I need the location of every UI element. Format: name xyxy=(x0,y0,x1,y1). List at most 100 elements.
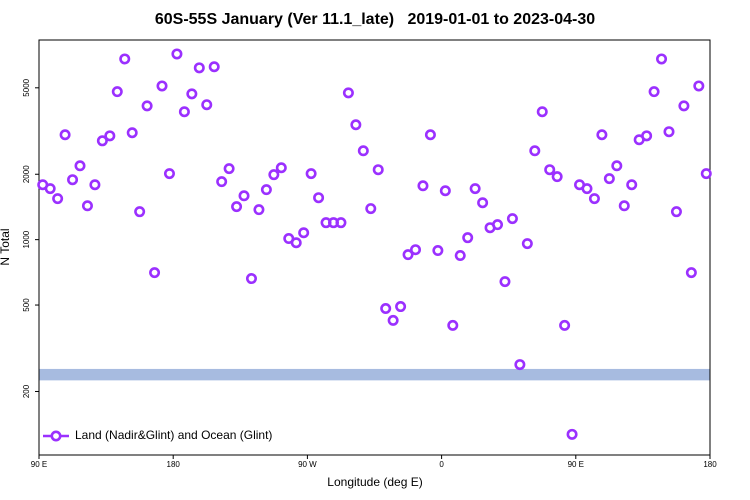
point xyxy=(417,180,429,192)
point xyxy=(454,250,466,262)
point xyxy=(387,314,399,326)
point xyxy=(357,145,369,157)
x-axis-label: Longitude (deg E) xyxy=(327,475,422,489)
point xyxy=(365,203,377,215)
point xyxy=(119,53,131,65)
legend-marker xyxy=(50,430,62,442)
y-tick-label: 2000 xyxy=(22,165,31,183)
point xyxy=(171,48,183,60)
point xyxy=(514,359,526,371)
point xyxy=(641,130,653,142)
point xyxy=(462,232,474,244)
point xyxy=(59,129,71,141)
point xyxy=(149,267,161,279)
point xyxy=(700,168,712,180)
point xyxy=(656,53,668,65)
point xyxy=(499,276,511,288)
plot-frame xyxy=(38,39,711,456)
point xyxy=(81,200,93,212)
point xyxy=(245,273,257,285)
point xyxy=(305,168,317,180)
point xyxy=(611,160,623,172)
point xyxy=(566,428,578,440)
point xyxy=(536,106,548,118)
x-tick-label: 0 xyxy=(439,460,444,469)
point xyxy=(178,106,190,118)
point xyxy=(67,174,79,186)
point xyxy=(208,61,220,73)
point xyxy=(678,100,690,112)
point xyxy=(260,184,272,196)
point xyxy=(685,267,697,279)
point xyxy=(469,183,481,195)
point xyxy=(223,163,235,175)
point xyxy=(618,200,630,212)
point xyxy=(521,238,533,250)
point xyxy=(141,100,153,112)
point xyxy=(529,145,541,157)
point xyxy=(111,86,123,98)
point xyxy=(551,171,563,183)
point xyxy=(313,192,325,204)
point xyxy=(193,62,205,74)
point xyxy=(96,135,108,147)
x-tick-label: 90 E xyxy=(568,460,584,469)
point xyxy=(395,301,407,313)
point xyxy=(74,160,86,172)
x-tick-label: 180 xyxy=(167,460,181,469)
point xyxy=(693,80,705,92)
legend-label: Land (Nadir&Glint) and Ocean (Glint) xyxy=(75,428,272,442)
y-tick-label: 200 xyxy=(22,384,31,398)
point xyxy=(447,319,459,331)
point xyxy=(626,179,638,191)
point xyxy=(134,206,146,218)
point xyxy=(342,87,354,99)
point xyxy=(186,88,198,100)
point xyxy=(163,168,175,180)
point xyxy=(52,193,64,205)
point xyxy=(424,129,436,141)
point xyxy=(335,217,347,229)
point xyxy=(126,127,138,139)
point xyxy=(559,319,571,331)
point xyxy=(216,176,228,188)
y-tick-label: 1000 xyxy=(22,230,31,248)
point xyxy=(477,197,489,209)
point xyxy=(380,302,392,314)
point xyxy=(268,169,280,181)
point xyxy=(492,219,504,231)
point xyxy=(544,164,556,176)
point xyxy=(648,86,660,98)
point xyxy=(298,227,310,239)
point xyxy=(372,164,384,176)
band xyxy=(39,368,710,381)
point xyxy=(432,245,444,257)
point xyxy=(275,162,287,174)
point xyxy=(104,130,116,142)
chart-title: 60S-55S January (Ver 11.1_late) 2019-01-… xyxy=(155,11,595,28)
y-tick-label: 500 xyxy=(22,298,31,312)
point xyxy=(603,173,615,185)
point xyxy=(439,185,451,197)
point xyxy=(89,179,101,191)
point xyxy=(402,249,414,261)
point xyxy=(670,206,682,218)
y-axis-label: N Total xyxy=(0,228,12,265)
point xyxy=(238,190,250,202)
point xyxy=(253,204,265,216)
point xyxy=(350,119,362,131)
x-tick-label: 180 xyxy=(703,460,717,469)
point xyxy=(201,99,213,111)
point xyxy=(506,213,518,225)
point xyxy=(156,80,168,92)
point xyxy=(410,244,422,256)
point xyxy=(290,237,302,249)
point xyxy=(588,193,600,205)
y-tick-label: 5000 xyxy=(22,78,31,96)
x-tick-label: 90 E xyxy=(31,460,47,469)
point xyxy=(231,201,243,213)
point xyxy=(663,126,675,138)
point xyxy=(596,129,608,141)
point xyxy=(44,183,56,195)
